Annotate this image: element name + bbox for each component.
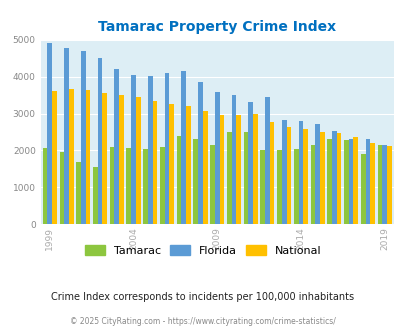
Bar bbox=[210, 145, 214, 224]
Bar bbox=[252, 114, 257, 224]
Bar bbox=[231, 95, 236, 224]
Bar bbox=[382, 145, 386, 224]
Bar bbox=[176, 136, 181, 224]
Bar bbox=[147, 76, 152, 224]
Bar bbox=[226, 132, 231, 224]
Bar bbox=[348, 139, 353, 224]
Bar bbox=[136, 96, 140, 224]
Bar bbox=[286, 127, 290, 224]
Bar bbox=[310, 145, 315, 224]
Bar bbox=[248, 102, 252, 224]
Bar bbox=[109, 147, 114, 224]
Bar bbox=[181, 71, 185, 224]
Bar bbox=[193, 139, 198, 224]
Bar bbox=[269, 122, 274, 224]
Bar bbox=[152, 101, 157, 224]
Bar bbox=[185, 106, 190, 224]
Legend: Tamarac, Florida, National: Tamarac, Florida, National bbox=[80, 241, 325, 260]
Bar bbox=[102, 93, 107, 224]
Bar bbox=[281, 120, 286, 224]
Bar bbox=[43, 148, 47, 224]
Bar bbox=[160, 147, 164, 224]
Bar bbox=[219, 115, 224, 224]
Bar bbox=[364, 139, 369, 224]
Bar bbox=[214, 92, 219, 224]
Bar bbox=[126, 148, 131, 224]
Text: © 2025 CityRating.com - https://www.cityrating.com/crime-statistics/: © 2025 CityRating.com - https://www.city… bbox=[70, 317, 335, 326]
Bar bbox=[377, 145, 382, 224]
Bar bbox=[264, 97, 269, 224]
Bar bbox=[303, 129, 307, 224]
Bar bbox=[336, 133, 341, 224]
Bar bbox=[119, 95, 124, 224]
Bar bbox=[52, 91, 57, 224]
Bar bbox=[243, 132, 248, 224]
Bar bbox=[386, 146, 391, 224]
Bar bbox=[114, 69, 119, 224]
Bar bbox=[353, 137, 357, 224]
Bar bbox=[198, 82, 202, 224]
Bar bbox=[93, 168, 98, 224]
Bar bbox=[81, 51, 85, 224]
Bar bbox=[131, 75, 136, 224]
Bar bbox=[143, 148, 147, 224]
Text: Crime Index corresponds to incidents per 100,000 inhabitants: Crime Index corresponds to incidents per… bbox=[51, 292, 354, 302]
Bar bbox=[315, 124, 319, 224]
Title: Tamarac Property Crime Index: Tamarac Property Crime Index bbox=[98, 20, 335, 34]
Bar bbox=[236, 115, 241, 224]
Bar bbox=[98, 58, 102, 224]
Bar bbox=[369, 143, 374, 224]
Bar bbox=[319, 132, 324, 224]
Bar bbox=[64, 48, 69, 224]
Bar bbox=[343, 140, 348, 224]
Bar bbox=[202, 111, 207, 224]
Bar bbox=[277, 150, 281, 224]
Bar bbox=[326, 139, 331, 224]
Bar bbox=[360, 154, 364, 224]
Bar bbox=[164, 73, 169, 224]
Bar bbox=[260, 150, 264, 224]
Bar bbox=[69, 89, 73, 224]
Bar bbox=[85, 90, 90, 224]
Bar bbox=[293, 148, 298, 224]
Bar bbox=[60, 151, 64, 224]
Bar bbox=[47, 43, 52, 224]
Bar bbox=[169, 104, 174, 224]
Bar bbox=[298, 121, 303, 224]
Bar bbox=[76, 162, 81, 224]
Bar bbox=[331, 131, 336, 224]
